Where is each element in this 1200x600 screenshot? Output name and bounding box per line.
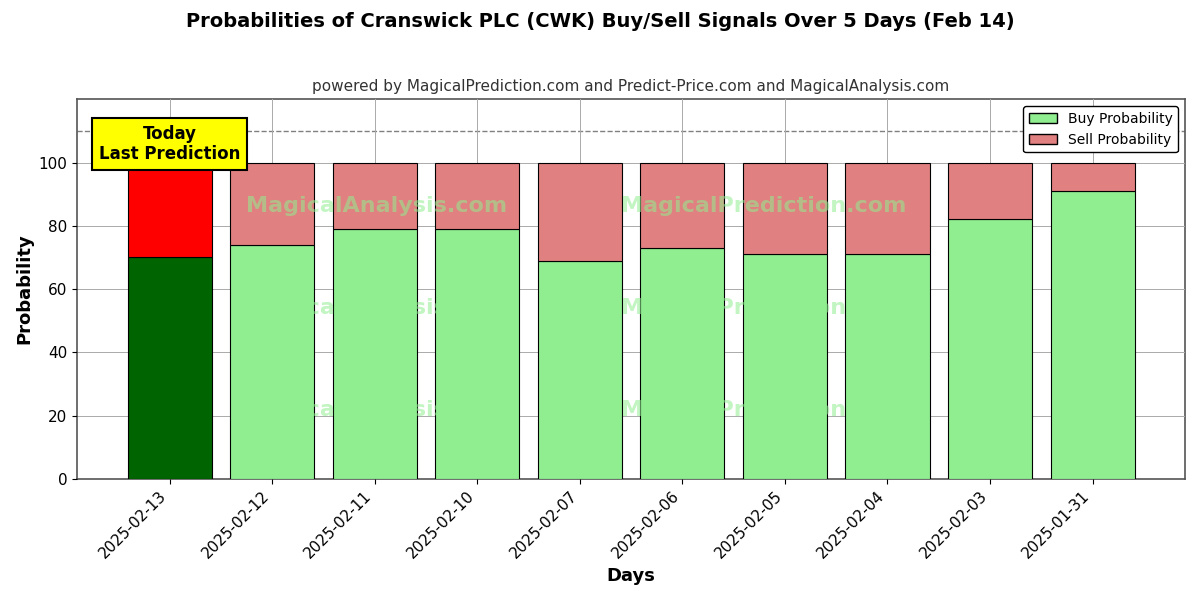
Bar bbox=[743, 254, 827, 479]
Bar bbox=[846, 254, 930, 479]
Text: Today
Last Prediction: Today Last Prediction bbox=[98, 125, 240, 163]
Bar bbox=[948, 163, 1032, 220]
Text: MagicalAnalysis.com: MagicalAnalysis.com bbox=[246, 400, 506, 421]
Bar bbox=[1050, 191, 1135, 479]
X-axis label: Days: Days bbox=[607, 567, 655, 585]
Text: MagicalPrediction.com: MagicalPrediction.com bbox=[622, 400, 907, 421]
Bar bbox=[948, 220, 1032, 479]
Title: powered by MagicalPrediction.com and Predict-Price.com and MagicalAnalysis.com: powered by MagicalPrediction.com and Pre… bbox=[312, 79, 949, 94]
Bar bbox=[641, 248, 725, 479]
Text: Probabilities of Cranswick PLC (CWK) Buy/Sell Signals Over 5 Days (Feb 14): Probabilities of Cranswick PLC (CWK) Buy… bbox=[186, 12, 1014, 31]
Bar bbox=[1050, 163, 1135, 191]
Text: MagicalAnalysis.com: MagicalAnalysis.com bbox=[246, 196, 506, 215]
Y-axis label: Probability: Probability bbox=[14, 233, 32, 344]
Bar bbox=[538, 163, 622, 260]
Bar bbox=[230, 163, 314, 245]
Text: MagicalPrediction.com: MagicalPrediction.com bbox=[622, 196, 907, 215]
Text: MagicalAnalysis.com: MagicalAnalysis.com bbox=[246, 298, 506, 318]
Bar bbox=[127, 257, 211, 479]
Legend: Buy Probability, Sell Probability: Buy Probability, Sell Probability bbox=[1024, 106, 1178, 152]
Bar bbox=[230, 245, 314, 479]
Bar bbox=[641, 163, 725, 248]
Bar bbox=[846, 163, 930, 254]
Bar bbox=[743, 163, 827, 254]
Bar bbox=[436, 163, 520, 229]
Bar bbox=[436, 229, 520, 479]
Text: MagicalPrediction.com: MagicalPrediction.com bbox=[622, 298, 907, 318]
Bar bbox=[332, 229, 416, 479]
Bar bbox=[332, 163, 416, 229]
Bar bbox=[538, 260, 622, 479]
Bar bbox=[127, 163, 211, 257]
